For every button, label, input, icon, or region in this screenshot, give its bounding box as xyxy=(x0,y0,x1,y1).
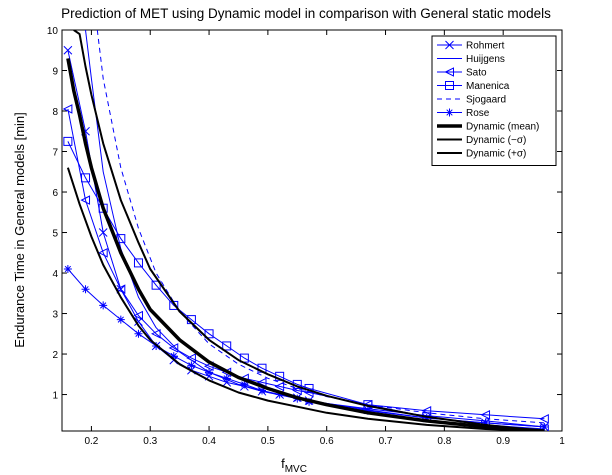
chart-title: Prediction of MET using Dynamic model in… xyxy=(61,6,551,21)
legend-label: Dynamic (−σ) xyxy=(466,135,526,146)
x-tick-label: 0.5 xyxy=(261,436,275,447)
data-point-triangle-left xyxy=(539,414,549,424)
data-point-triangle-left xyxy=(115,284,126,295)
data-point-triangle-left xyxy=(133,310,143,321)
data-point-triangle-left xyxy=(98,247,108,258)
legend-item: Rohmert xyxy=(437,41,505,52)
x-tick-label: 0.6 xyxy=(320,436,334,447)
data-point-square xyxy=(133,258,143,268)
y-tick-label: 8 xyxy=(52,107,58,118)
legend-item: Sjogaard xyxy=(437,95,506,106)
data-point-triangle-left xyxy=(203,361,214,372)
x-tick-label: 0.2 xyxy=(84,436,98,447)
legend: Rohmert Huijgens Sato Manenica Sjogaard Rose D… xyxy=(431,35,557,166)
data-point-square xyxy=(222,341,232,351)
data-point-star xyxy=(63,264,72,273)
legend-marker xyxy=(445,40,454,50)
legend-label: Manenica xyxy=(466,81,510,92)
data-point-triangle-left xyxy=(168,343,179,353)
data-point-star xyxy=(481,418,490,427)
series-dynamic-mean xyxy=(66,58,545,431)
x-axis-label-sub: MVC xyxy=(285,464,307,475)
data-point-triangle-left xyxy=(480,409,491,420)
legend-label: Rose xyxy=(466,108,490,119)
y-axis-label: Endurance Time in General models [min] xyxy=(12,112,27,348)
series-line xyxy=(66,167,545,431)
x-tick-label: 0.4 xyxy=(202,436,216,447)
series-sjogaard xyxy=(96,30,545,424)
x-tick-label: 0.7 xyxy=(379,436,393,447)
data-point-star xyxy=(81,285,90,294)
data-point-star xyxy=(422,414,431,423)
data-point-star xyxy=(275,390,284,399)
series-line xyxy=(67,141,545,430)
legend-item: Huijgens xyxy=(437,54,505,65)
data-point-star xyxy=(205,368,214,377)
series-line xyxy=(73,30,545,431)
series-dynamic xyxy=(73,30,545,431)
legend-box xyxy=(431,35,557,166)
data-point-triangle-left xyxy=(256,377,267,388)
x-tick-label: 0.3 xyxy=(143,436,157,447)
data-point-star xyxy=(240,380,249,389)
data-point-x xyxy=(63,45,73,55)
x-tick-label: 0.8 xyxy=(437,436,451,447)
data-point-square xyxy=(275,371,285,381)
legend-item: Manenica xyxy=(437,81,510,92)
legend-label: Dynamic (mean) xyxy=(466,122,539,133)
legend-label: Sato xyxy=(466,68,487,79)
y-tick-label: 2 xyxy=(52,350,58,361)
series-dynamic xyxy=(66,167,545,431)
x-axis-label: fMVC xyxy=(281,456,307,475)
data-point-star xyxy=(134,329,143,338)
data-point-square xyxy=(151,280,161,290)
data-point-x xyxy=(98,228,108,237)
x-tick-label: 1 xyxy=(559,436,565,447)
series-line xyxy=(96,30,545,424)
series-group xyxy=(62,30,549,431)
legend-label: Rohmert xyxy=(466,41,505,52)
legend-marker xyxy=(445,108,454,117)
legend-label: Huijgens xyxy=(466,54,505,65)
x-tick-label: 0.9 xyxy=(496,436,510,447)
axis-ticks: 0.2 0.3 0.4 0.5 0.6 0.7 0.8 0.9 1 1 2 3 4 5 6 7 8 9 10 xyxy=(47,26,565,447)
legend-label: Sjogaard xyxy=(466,95,506,106)
y-tick-label: 4 xyxy=(52,269,58,280)
data-point-triangle-left xyxy=(62,104,73,114)
y-tick-label: 9 xyxy=(52,67,58,78)
data-point-star xyxy=(187,361,196,370)
data-point-star xyxy=(363,406,372,415)
legend-marker xyxy=(444,67,454,77)
data-point-square xyxy=(63,136,73,146)
data-point-triangle-left xyxy=(80,195,91,205)
legend-item: Dynamic (+σ) xyxy=(437,149,526,160)
data-point-triangle-left xyxy=(274,381,285,392)
legend-label: Dynamic (+σ) xyxy=(466,149,526,160)
data-point-triangle-left xyxy=(186,353,196,363)
y-tick-label: 1 xyxy=(52,391,58,402)
data-point-star xyxy=(116,315,125,324)
data-point-star xyxy=(222,374,231,383)
legend-item: Dynamic (mean) xyxy=(437,122,539,133)
legend-item: Sato xyxy=(437,67,487,79)
data-point-star xyxy=(258,386,266,395)
y-tick-label: 6 xyxy=(52,188,58,199)
y-tick-label: 3 xyxy=(52,310,58,321)
y-tick-label: 7 xyxy=(52,148,58,159)
data-point-star xyxy=(169,352,178,361)
legend-item: Dynamic (−σ) xyxy=(437,135,526,146)
y-tick-label: 5 xyxy=(52,229,58,240)
data-point-triangle-left xyxy=(150,328,161,339)
data-point-square xyxy=(81,173,91,183)
data-point-square xyxy=(204,329,214,339)
legend-item: Rose xyxy=(437,108,490,119)
series-line xyxy=(66,58,545,431)
y-tick-label: 10 xyxy=(47,26,59,37)
legend-marker xyxy=(445,81,454,90)
x-axis-label-main: f xyxy=(281,456,285,471)
data-point-star xyxy=(99,301,108,310)
data-point-star xyxy=(540,422,549,431)
